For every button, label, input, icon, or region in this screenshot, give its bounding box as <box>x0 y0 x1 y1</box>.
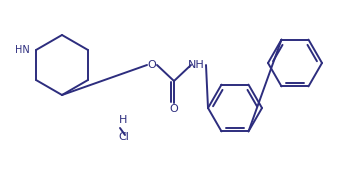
Text: O: O <box>148 60 157 70</box>
Text: HN: HN <box>15 45 30 55</box>
Text: NH: NH <box>188 60 204 70</box>
Text: H: H <box>119 115 127 125</box>
Text: Cl: Cl <box>118 132 129 142</box>
Text: O: O <box>169 104 178 114</box>
